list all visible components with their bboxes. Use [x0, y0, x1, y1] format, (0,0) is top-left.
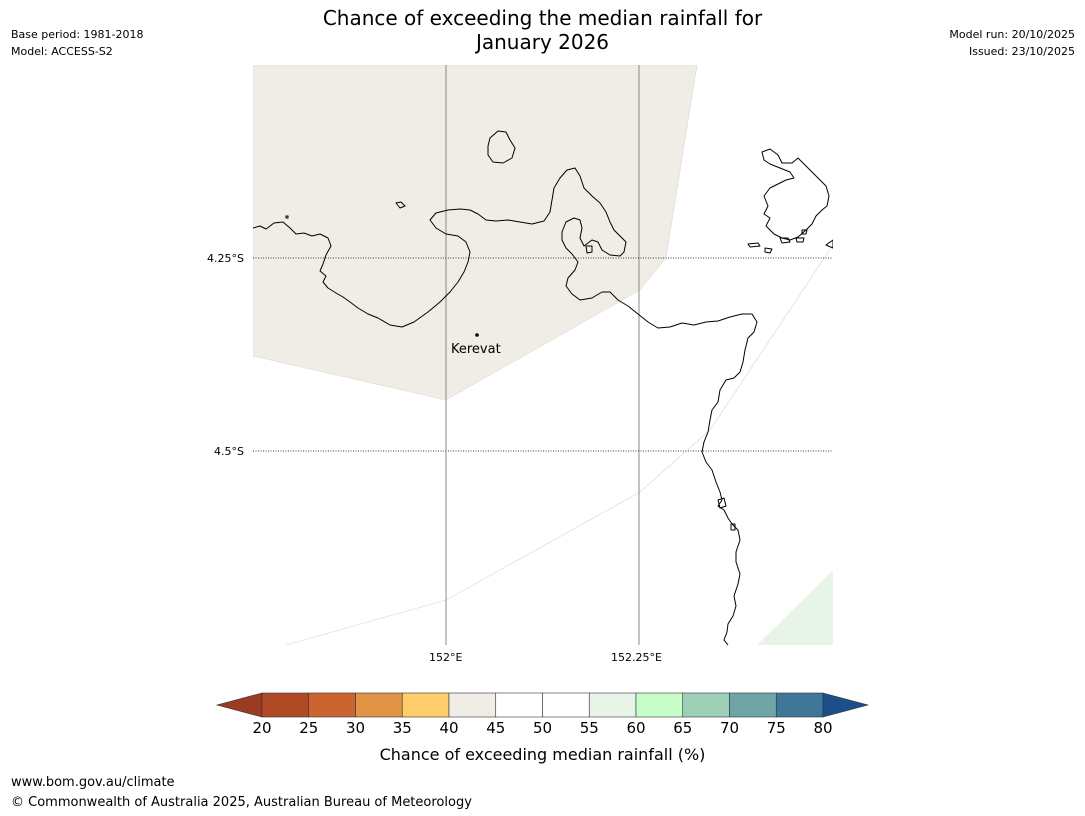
cell-boundary — [285, 244, 833, 645]
colorbar-tick-label: 75 — [766, 719, 786, 737]
island-duke-of-york-small-1 — [747, 242, 761, 248]
colorbar-tick-label: 60 — [626, 719, 646, 737]
colorbar-tick-label: 40 — [439, 719, 459, 737]
island-islet-small — [285, 215, 289, 219]
island-east-edge — [825, 239, 833, 249]
island-duke-of-york-small-3 — [779, 237, 791, 244]
model-run: Model run: 20/10/2025 — [949, 28, 1075, 41]
islet-mid-coast — [717, 497, 727, 509]
island-duke-of-york-small-2 — [764, 247, 773, 254]
lon-label-152-25: 152.25°E — [611, 651, 662, 664]
colorbar-tick-label: 50 — [532, 719, 553, 737]
lon-label-152: 152°E — [429, 651, 463, 664]
colorbar-tick-label: 30 — [345, 719, 366, 737]
title-line-1: Chance of exceeding the median rainfall … — [322, 6, 763, 30]
colorbar-tick-label: 80 — [813, 719, 833, 737]
island-duke-of-york-small-5 — [801, 229, 808, 235]
shade-region-35-40 — [253, 65, 698, 401]
base-period: Base period: 1981-2018 — [11, 28, 144, 41]
header-left: Base period: 1981-2018 Model: ACCESS-S2 — [11, 26, 143, 60]
island-north-small — [487, 130, 516, 164]
coast-gazelle-peninsula — [253, 167, 758, 645]
page-title: Chance of exceeding the median rainfall … — [0, 6, 1085, 54]
footer-url: www.bom.gov.au/climate — [11, 775, 175, 790]
footer-copyright: © Commonwealth of Australia 2025, Austra… — [11, 795, 472, 810]
colorbar-tick-label: 20 — [252, 719, 272, 737]
island-duke-of-york — [761, 148, 830, 241]
map-area — [253, 65, 833, 645]
header-right: Model run: 20/10/2025 Issued: 23/10/2025 — [949, 26, 1075, 60]
shade-region-55-60 — [757, 570, 833, 645]
issued-date: Issued: 23/10/2025 — [968, 45, 1075, 58]
colorbar-tick-label: 35 — [392, 719, 412, 737]
island-duke-of-york-small-4 — [795, 237, 805, 243]
islet-south-coast — [730, 523, 736, 531]
colorbar-tick-label: 25 — [299, 719, 319, 737]
place-label-kerevat: Kerevat — [451, 342, 501, 357]
model-name: Model: ACCESS-S2 — [11, 45, 113, 58]
lat-label-4-25: 4.25°S — [207, 252, 244, 265]
island-inner-bay — [585, 245, 593, 254]
dot-marker-icon — [475, 333, 479, 337]
colorbar-tick-label: 45 — [486, 719, 506, 737]
island-islet-west — [395, 201, 406, 209]
coastlines — [253, 130, 833, 645]
colorbar-tick-label: 55 — [579, 719, 599, 737]
lat-label-4-5: 4.5°S — [214, 445, 244, 458]
title-line-2: January 2026 — [475, 30, 610, 54]
colorbar-tick-label: 70 — [719, 719, 740, 737]
colorbar-label: Chance of exceeding median rainfall (%) — [379, 745, 706, 764]
colorbar-tick-label: 65 — [673, 719, 693, 737]
